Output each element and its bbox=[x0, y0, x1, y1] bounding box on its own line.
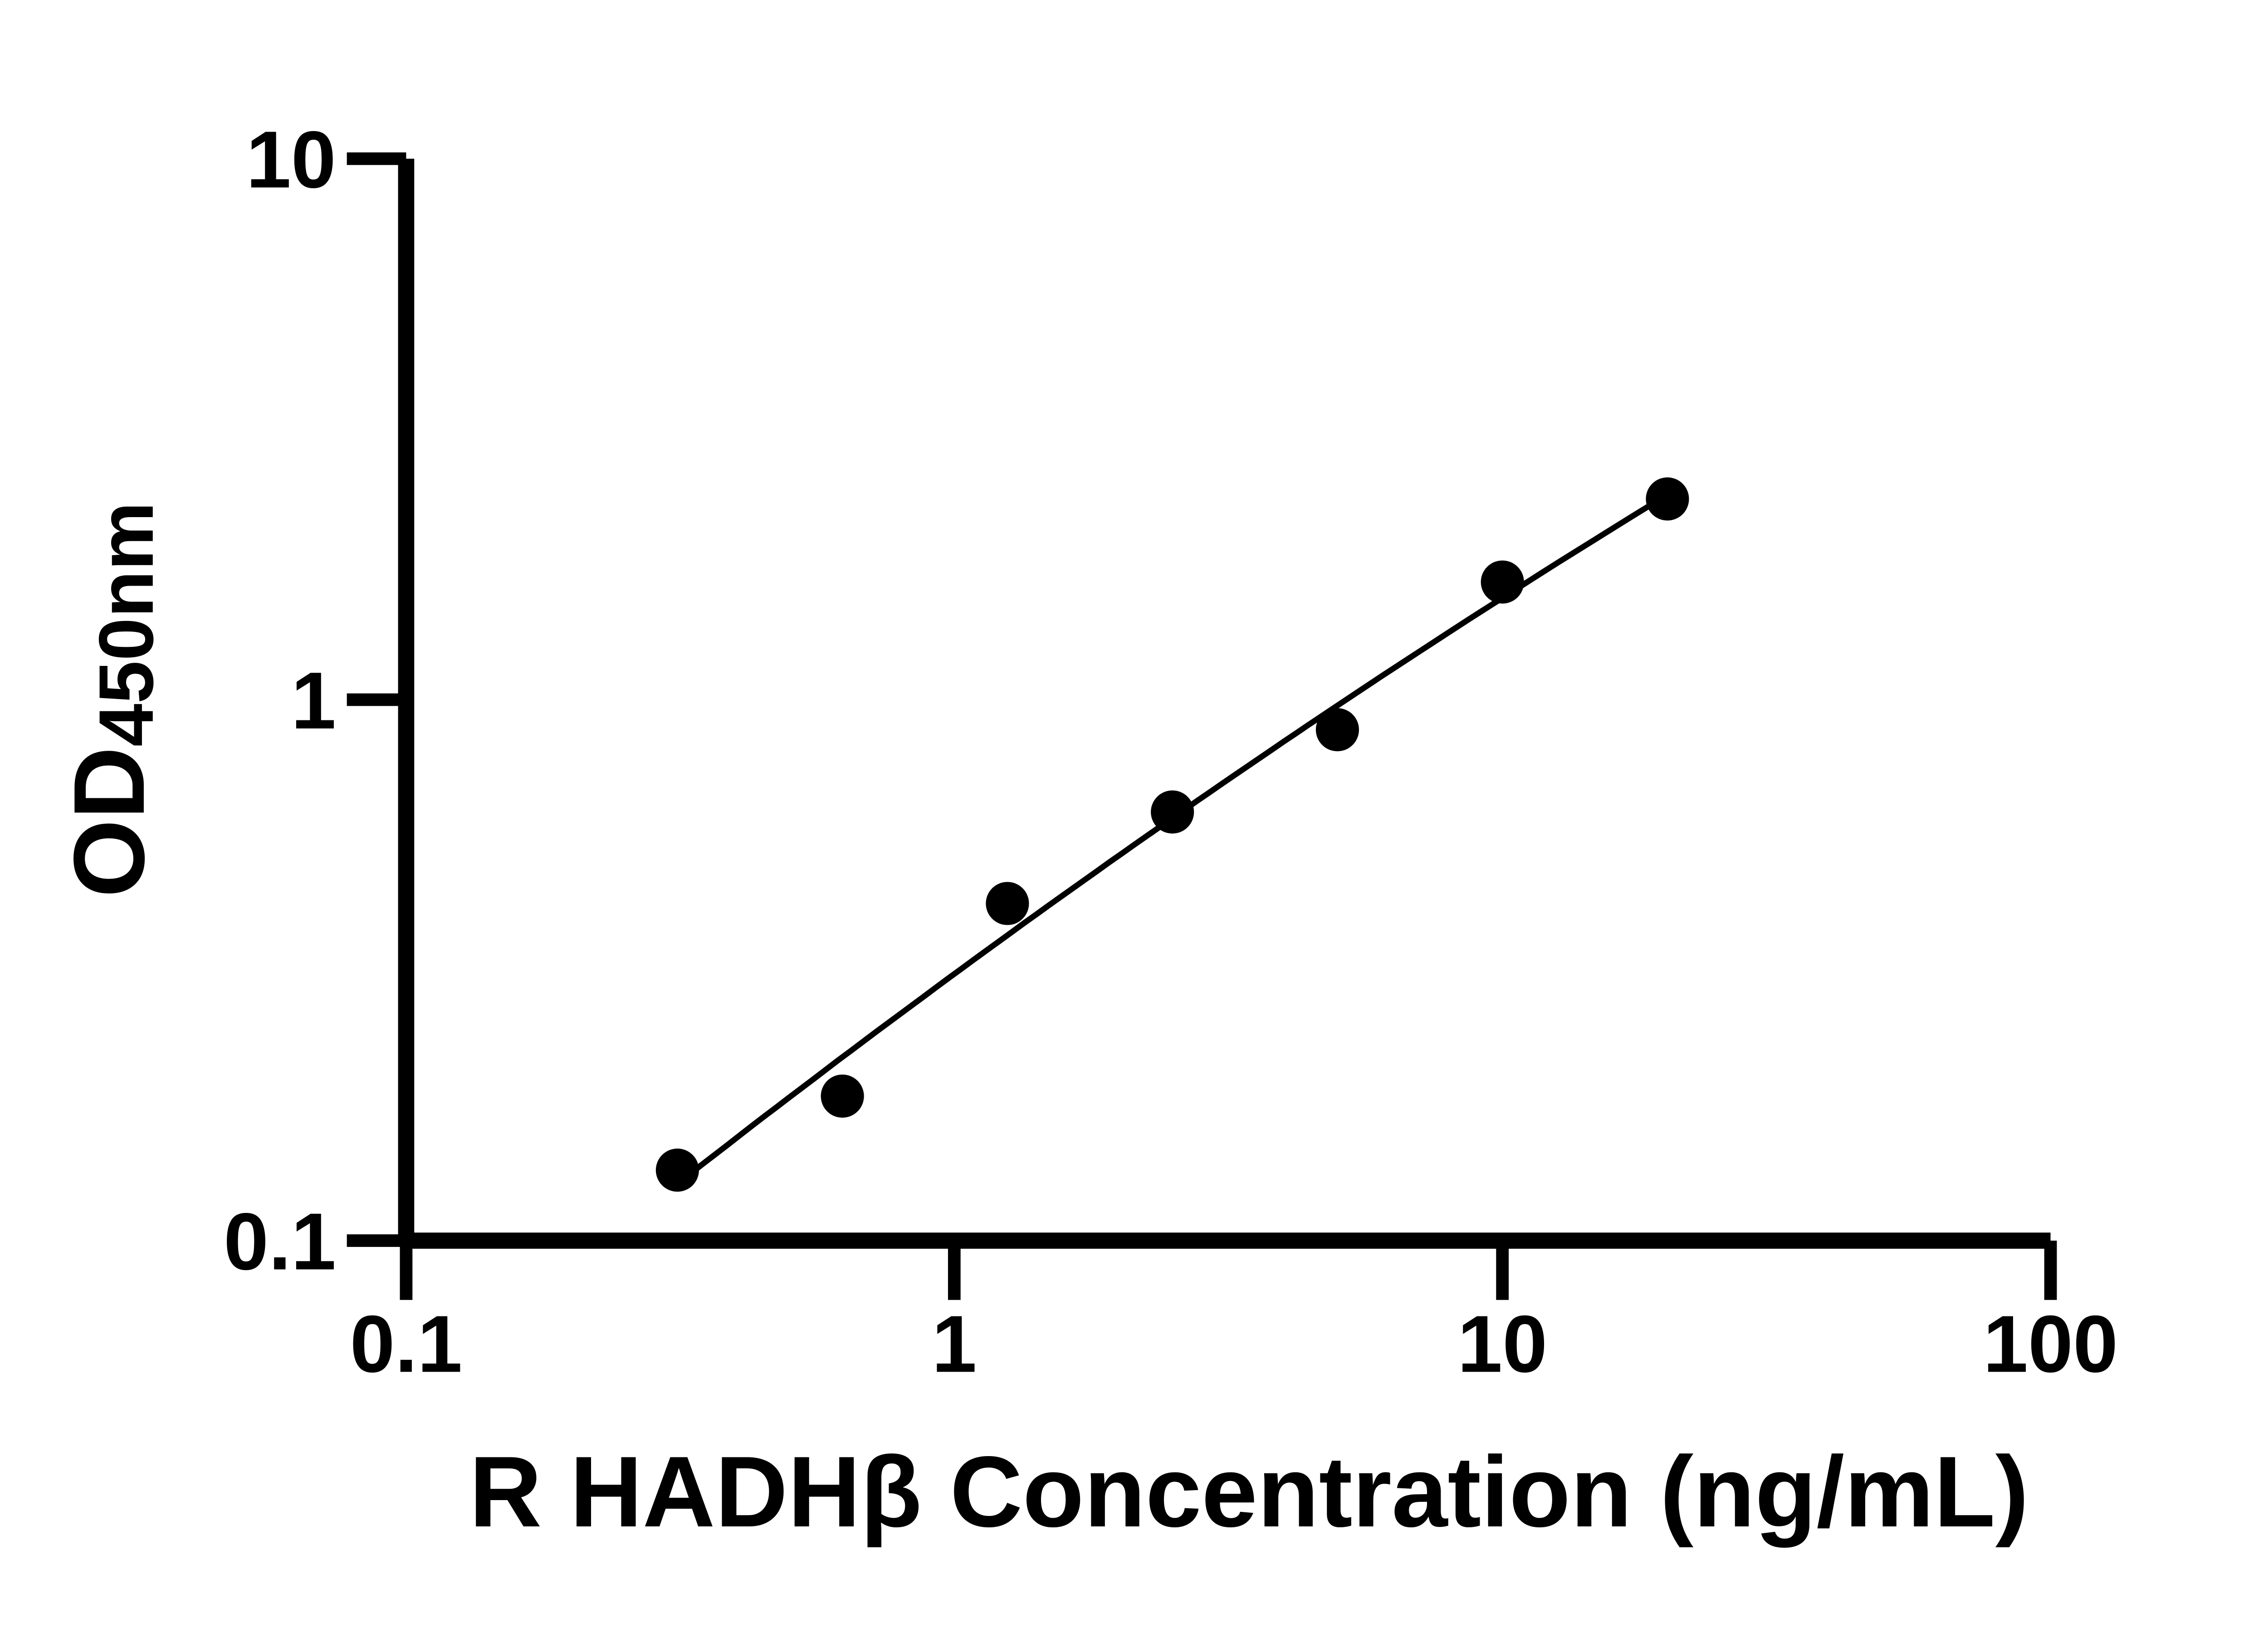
y-axis-title: OD450nm bbox=[53, 502, 170, 898]
data-point bbox=[986, 882, 1029, 925]
y-axis-title-main: OD bbox=[53, 747, 166, 898]
data-point bbox=[1315, 708, 1359, 752]
x-tick-label: 0.1 bbox=[350, 1299, 462, 1389]
data-point bbox=[1646, 477, 1689, 521]
y-tick-label: 1 bbox=[291, 655, 336, 746]
x-tick-label: 100 bbox=[1983, 1299, 2118, 1389]
data-point bbox=[1151, 790, 1194, 834]
data-point bbox=[1481, 560, 1524, 604]
x-tick-label: 1 bbox=[932, 1299, 977, 1389]
fit-curve-line bbox=[675, 492, 1669, 1186]
y-axis-title-subscript: 450nm bbox=[83, 502, 170, 747]
data-point bbox=[655, 1149, 699, 1192]
plot-geometry: 0.1 1 10 100 0.1 1 10 bbox=[224, 114, 2118, 1389]
data-point bbox=[821, 1074, 864, 1118]
y-tick-label: 10 bbox=[246, 114, 336, 205]
y-tick-label: 0.1 bbox=[224, 1196, 336, 1286]
x-axis-title: R HADHβ Concentration (ng/mL) bbox=[469, 1436, 2028, 1548]
x-tick-label: 10 bbox=[1457, 1299, 1547, 1389]
